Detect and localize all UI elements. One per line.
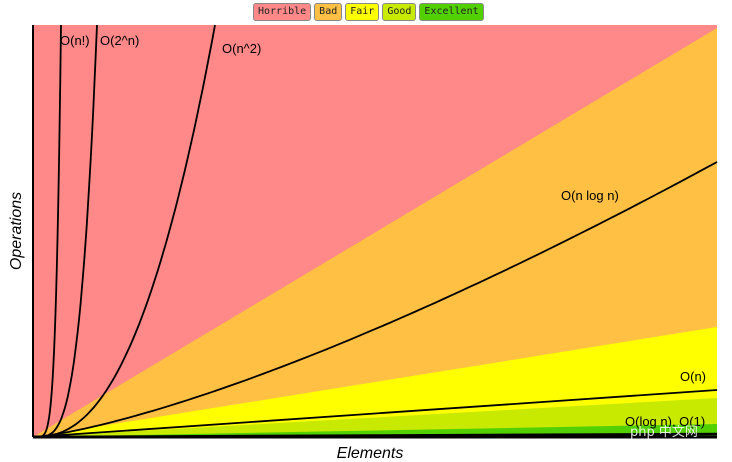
x-axis-title: Elements: [337, 445, 404, 462]
legend-item-excellent: Excellent: [419, 3, 484, 21]
svg-text:php 中文网: php 中文网: [630, 425, 698, 440]
chart-labels: O(n!) O(2^n) O(n^2) O(n log n) O(n) O(log n),…: [60, 33, 706, 429]
legend-item-good: Good: [382, 3, 417, 21]
legend: Horrible Bad Fair Good Excellent: [253, 3, 484, 21]
curve-label-o-n: O(n): [680, 369, 706, 384]
curve-label-o-n: O(n!): [60, 33, 90, 48]
legend-item-fair: Fair: [345, 3, 380, 21]
region-bad: [33, 28, 717, 437]
legend-item-bad: Bad: [314, 3, 343, 21]
chart-regions: [33, 25, 717, 437]
watermark: php 中文网: [630, 425, 698, 440]
curve-label-o-log-n-o-1: O(log n), O(1): [625, 414, 705, 429]
curve-o-n-log-n: [32, 161, 718, 438]
legend-item-horrible: Horrible: [253, 3, 312, 21]
curve-o-n-2: [33, 24, 216, 438]
curve-label-o-2-n: O(2^n): [100, 33, 139, 48]
curve-o-n: [32, 389, 718, 438]
curve-label-o-n-2: O(n^2): [222, 41, 261, 56]
y-axis-title: Operations: [8, 192, 25, 270]
curve-label-o-n-log-n: O(n log n): [561, 188, 619, 203]
